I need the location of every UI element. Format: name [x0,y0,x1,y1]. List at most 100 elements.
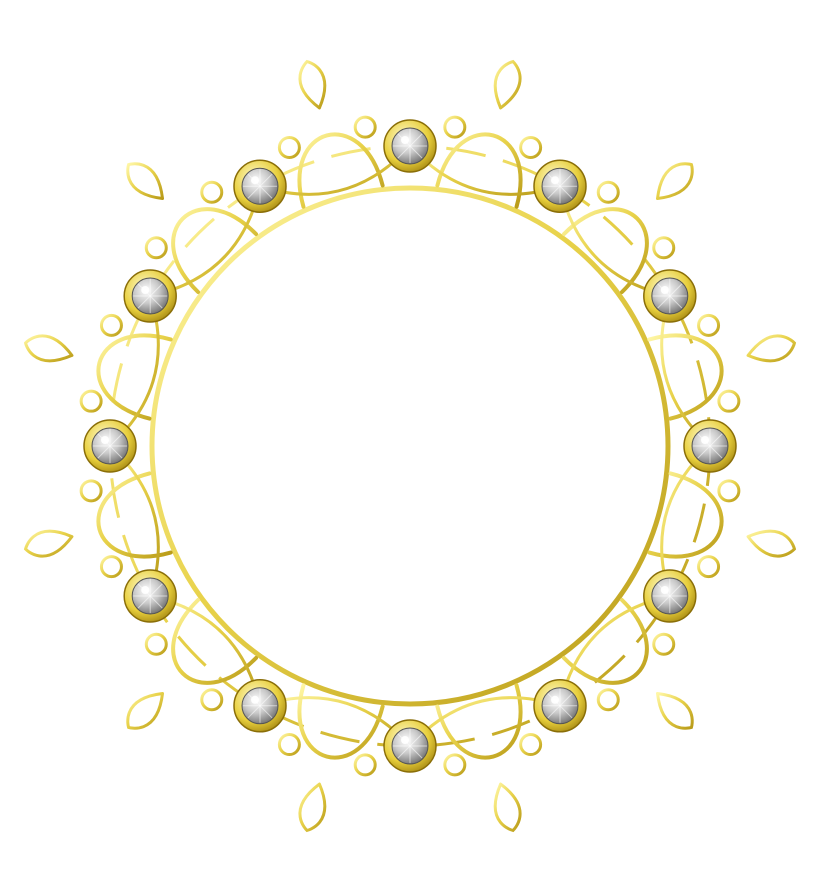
gem-facet [149,583,163,597]
gem-facet [709,445,723,459]
finial-loop [298,59,327,110]
gem-facet [669,583,683,597]
gem-highlight [101,436,109,444]
gem-facet [259,173,273,187]
gem-facet [669,283,683,297]
gem-highlight [660,286,669,294]
gem-facet [409,145,423,159]
scroll-arch [435,683,523,760]
gem-highlight [401,736,409,744]
gem-highlight [401,136,409,144]
gem-facet [137,595,151,609]
finial-loop [493,782,522,833]
finial-loop [655,162,694,201]
gem-facet [657,295,671,309]
curl-loop [277,135,301,159]
curl-loop [200,688,224,712]
gem [233,159,287,213]
gem [383,719,437,773]
scroll-arch [647,333,724,421]
curl-loop [200,180,224,204]
finial-loop [298,782,327,833]
finial-loop [655,691,694,730]
curl-loop [79,479,103,503]
gem [123,269,177,323]
gem-highlight [660,586,669,594]
gem-facet [559,693,573,707]
gem [233,679,287,733]
gem-facet [409,133,423,147]
scroll-arch [96,333,173,421]
scroll-arch [171,598,258,685]
gem-facet [109,433,123,447]
curl-loop [596,180,620,204]
scroll-arch [647,471,724,559]
gem-facet [547,185,561,199]
curl-loop [144,632,168,656]
gem [533,679,587,733]
gem-facet [137,295,151,309]
curl-loop [443,115,467,139]
finial-loop [126,691,165,730]
gem-highlight [141,586,150,594]
gem-facet [409,745,423,759]
curl-loop [697,555,721,579]
gold-filigree [23,59,797,833]
finial-loop [746,529,797,558]
gem [643,269,697,323]
gem-facet [259,185,273,199]
curl-loop [596,688,620,712]
curl-loop [717,389,741,413]
gem [383,119,437,173]
curl-loop [443,753,467,777]
curl-loop [79,389,103,413]
finial-loop [23,334,74,363]
curl-loop [697,313,721,337]
gem [83,419,137,473]
gem [533,159,587,213]
curl-loop [99,555,123,579]
scroll-arch [297,683,385,760]
gem-facet [657,595,671,609]
gem-facet [697,445,711,459]
gem [123,569,177,623]
curl-loop [144,236,168,260]
scroll-arch [562,598,649,685]
gem-facet [149,295,163,309]
gem-facet [559,185,573,199]
finial-loop [126,162,165,201]
middle-ring [108,144,712,748]
curl-loop [277,733,301,757]
finial-loop [746,334,797,363]
curl-loop [519,135,543,159]
gem-facet [259,705,273,719]
gem-facet [97,445,111,459]
gem-facet [149,283,163,297]
curl-loop [652,632,676,656]
scroll-arch [96,471,173,559]
scroll-arch [297,132,385,209]
finial-loop [23,529,74,558]
gem-facet [259,693,273,707]
curl-loop [353,115,377,139]
scroll-arch [562,207,649,294]
gem-facet [559,173,573,187]
gem-highlight [251,695,259,704]
gem [683,419,737,473]
gem-facet [669,595,683,609]
gem-facet [109,445,123,459]
inner-ring [149,185,671,707]
gem-highlight [551,176,559,185]
finial-loop [493,59,522,110]
gem-facet [247,185,261,199]
curl-loop [652,236,676,260]
gem [643,569,697,623]
gem-facet [397,745,411,759]
gem-facet [559,705,573,719]
scroll-arch [171,207,258,294]
gem-facet [669,295,683,309]
gem-highlight [251,176,259,185]
curl-loop [717,479,741,503]
gem-facet [409,733,423,747]
